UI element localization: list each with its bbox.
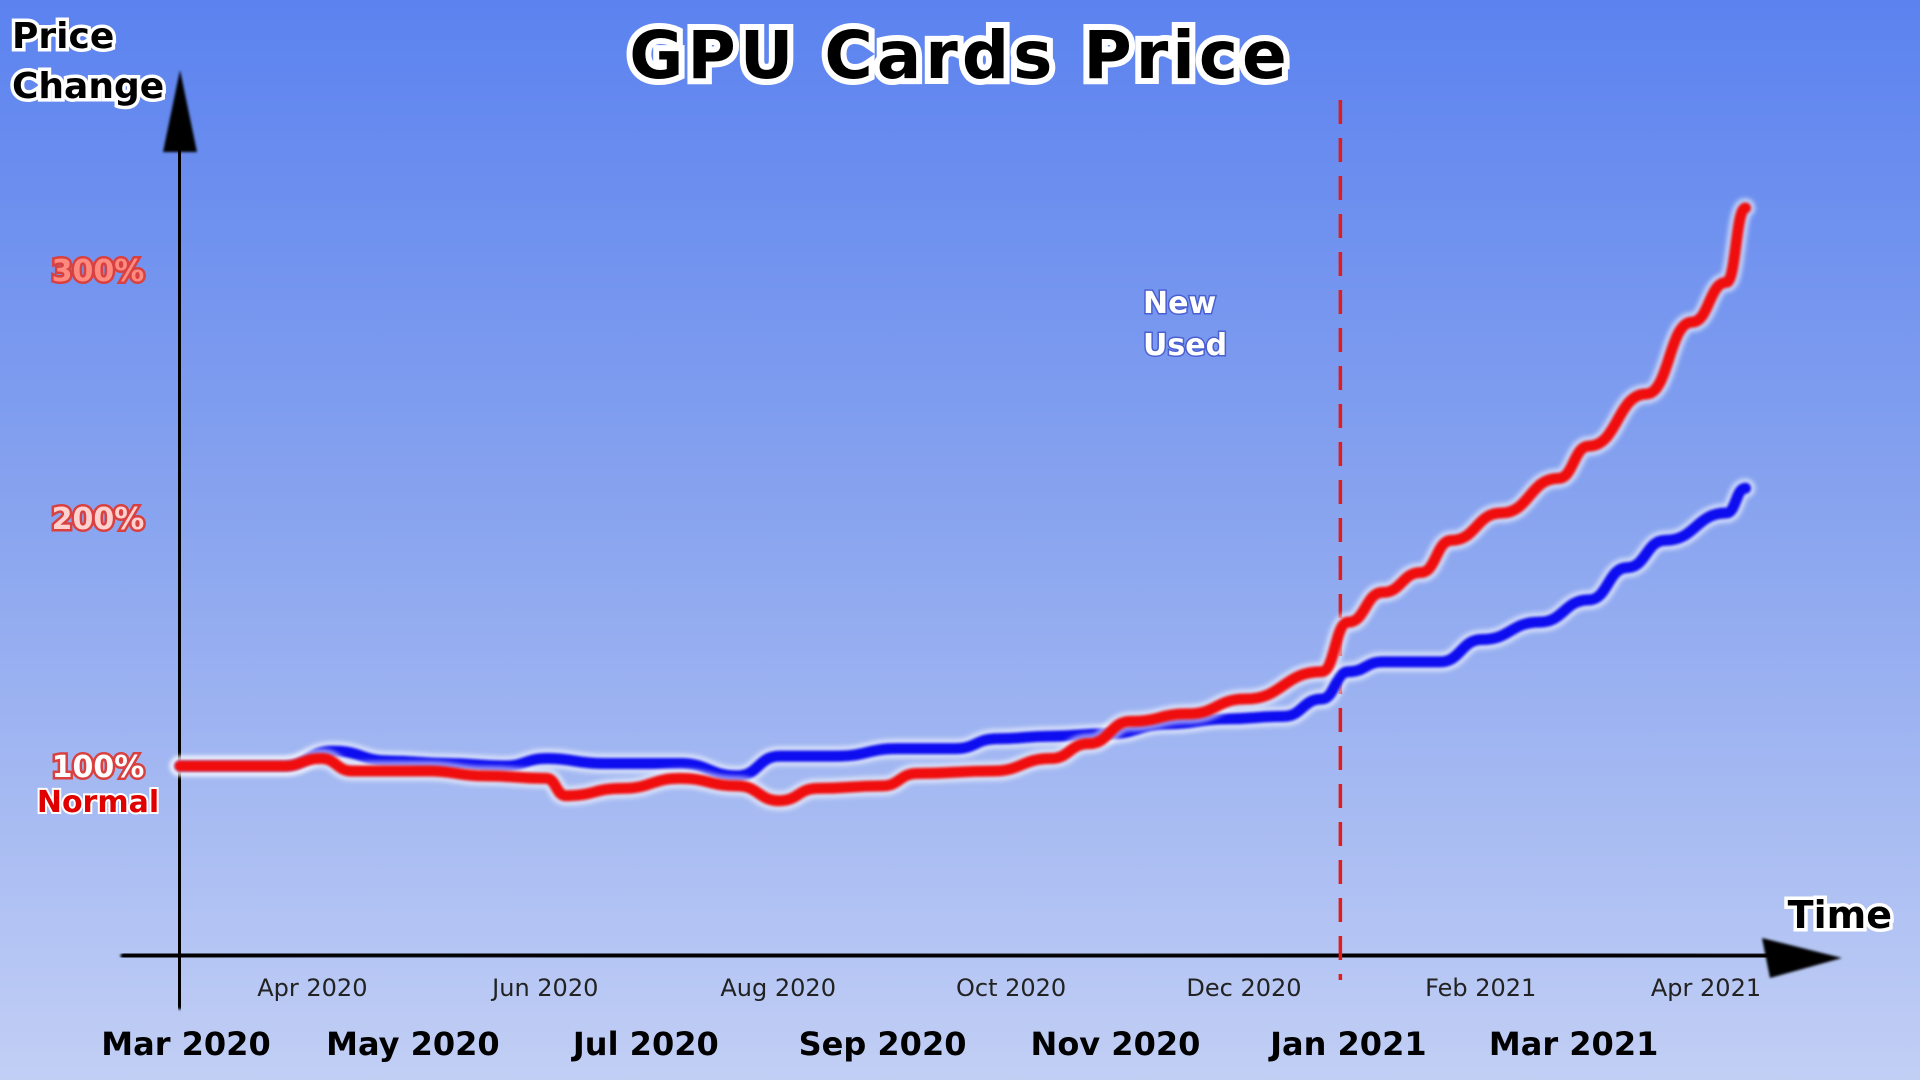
chart-title: GPU Cards Price <box>629 17 1291 94</box>
minor-tick-label: Apr 2021 <box>1651 974 1761 1002</box>
y-tick-label: 300% <box>52 254 145 289</box>
y-axis-line <box>173 135 186 1010</box>
minor-tick-label: Apr 2020 <box>257 974 367 1002</box>
legend-label-used: Used <box>1143 328 1227 363</box>
y-tick-label: 200% <box>52 502 145 537</box>
x-axis-line <box>120 949 1795 962</box>
major-tick-label: Nov 2020 <box>1031 1025 1201 1063</box>
major-tick-label: May 2020 <box>326 1025 500 1063</box>
major-tick-label: Jan 2021 <box>1268 1025 1426 1063</box>
minor-tick-label: Aug 2020 <box>720 974 836 1002</box>
major-tick-label: Jul 2020 <box>571 1025 719 1063</box>
legend: New Used <box>1038 285 1229 365</box>
axes <box>120 70 1842 1010</box>
y-axis-label: Price Change <box>12 16 164 107</box>
series-line-used <box>174 202 1751 807</box>
x-ticks: Mar 2020 May 2020 Jul 2020 Sep 2020 Nov 2020… <box>101 923 1761 1063</box>
y-ticks: 100% 200% 300% <box>49 252 208 788</box>
x-axis-arrow <box>1762 938 1842 978</box>
minor-tick-label: Jun 2020 <box>490 974 598 1002</box>
minor-tick-label: Feb 2021 <box>1425 974 1536 1002</box>
minor-tick-label: Oct 2020 <box>956 974 1066 1002</box>
major-tick-label: Sep 2020 <box>799 1025 967 1063</box>
y-axis-arrow <box>163 70 197 152</box>
major-tick-label: Mar 2020 <box>101 1025 270 1063</box>
series-line-new <box>174 482 1751 782</box>
series-glow-used <box>170 198 1756 811</box>
major-tick-label: Mar 2021 <box>1489 1025 1658 1063</box>
series-group <box>170 198 1756 811</box>
y-tick-label: 100% <box>52 750 145 785</box>
x-axis-label: Time <box>1788 893 1892 937</box>
baseline-label: Normal <box>37 785 159 820</box>
legend-label-new: New <box>1143 286 1216 321</box>
minor-tick-label: Dec 2020 <box>1186 974 1301 1002</box>
